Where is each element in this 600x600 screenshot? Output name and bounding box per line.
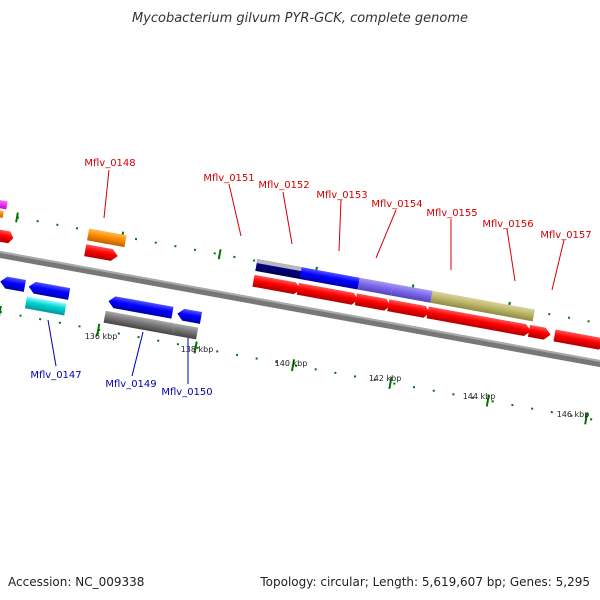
leader-0147 — [47, 319, 57, 367]
reverse-strand-features — [24, 296, 199, 340]
feature-0150-grey[interactable] — [172, 323, 199, 340]
tick-label-136: 136 kbp — [85, 332, 118, 341]
accession-text: Accession: NC_009338 — [8, 575, 144, 589]
feature-0155-khaki[interactable] — [430, 290, 535, 322]
gene-label-mflv-0153[interactable]: Mflv_0153 — [316, 190, 367, 201]
genome-backbone-highlight — [0, 247, 600, 372]
feature-orange-left[interactable] — [0, 208, 4, 218]
feature-0154-purple[interactable] — [391, 283, 433, 303]
forward-strand-cds — [0, 226, 600, 351]
tick-label-138: 138 kbp — [181, 345, 214, 354]
feature-0152-blue[interactable] — [299, 267, 360, 290]
leader-0151 — [228, 183, 242, 237]
cds-0147-fwd[interactable] — [0, 226, 14, 244]
leader-0149 — [131, 331, 144, 377]
cds-0154[interactable] — [387, 299, 430, 318]
cds-0147-rev-b[interactable] — [28, 281, 71, 300]
map-title: Mycobacterium gilvum PYR-GCK, complete g… — [132, 11, 468, 26]
tick-label-142: 142 kbp — [369, 374, 402, 383]
gene-label-mflv-0157[interactable]: Mflv_0157 — [540, 230, 591, 241]
cds-0147-rev-a[interactable] — [0, 276, 26, 292]
feature-0149-grey[interactable] — [103, 310, 175, 336]
gene-label-mflv-0150[interactable]: Mflv_0150 — [161, 387, 212, 398]
feature-0147-cyan[interactable] — [24, 296, 67, 316]
cds-0156[interactable] — [527, 324, 552, 341]
leader-0148 — [103, 169, 110, 219]
gene-label-mflv-0151[interactable]: Mflv_0151 — [203, 173, 254, 184]
leader-0154 — [375, 209, 397, 259]
tick-label-140: 140 kbp — [275, 359, 308, 368]
reverse-strand-cds — [0, 276, 203, 324]
leader-0157 — [551, 239, 565, 291]
leader-0152 — [282, 191, 293, 245]
cds-0157[interactable] — [553, 329, 600, 351]
inner-tick-ring — [0, 307, 600, 426]
leader-0153 — [338, 199, 342, 252]
genome-summary-text: Topology: circular; Length: 5,619,607 bp… — [259, 575, 590, 589]
cds-0155[interactable] — [426, 306, 532, 337]
reverse-gene-labels: Mflv_0147 Mflv_0149 Mflv_0150 — [30, 319, 213, 398]
tick-labels: 136 kbp 138 kbp 140 kbp 142 kbp 144 kbp … — [85, 332, 590, 419]
feature-0148-orange[interactable] — [87, 228, 127, 248]
forward-gene-labels: Mflv_0148 Mflv_0151 Mflv_0152 Mflv_0153 … — [84, 158, 592, 291]
feature-0153-purple[interactable] — [357, 277, 394, 296]
feature-magenta[interactable] — [0, 198, 8, 210]
cds-0150[interactable] — [176, 308, 203, 324]
gene-label-mflv-0156[interactable]: Mflv_0156 — [482, 219, 533, 230]
genome-track — [0, 198, 600, 426]
tick-label-146: 146 kbp — [557, 410, 590, 419]
gene-label-mflv-0148[interactable]: Mflv_0148 — [84, 158, 135, 169]
cds-0153[interactable] — [354, 293, 392, 311]
tick-label-144: 144 kbp — [463, 392, 496, 401]
gene-label-mflv-0155[interactable]: Mflv_0155 — [426, 208, 477, 219]
forward-strand-features — [0, 198, 535, 322]
leader-0156 — [506, 228, 516, 282]
cds-0151[interactable] — [252, 274, 301, 295]
gene-label-mflv-0147[interactable]: Mflv_0147 — [30, 370, 81, 381]
gene-label-mflv-0149[interactable]: Mflv_0149 — [105, 379, 156, 390]
cds-0148[interactable] — [84, 244, 119, 262]
feature-0151-grey-band[interactable] — [256, 259, 303, 272]
cds-0149[interactable] — [107, 295, 174, 319]
cds-0152[interactable] — [296, 282, 359, 306]
inner-major-ticks — [0, 305, 589, 425]
gene-label-mflv-0152[interactable]: Mflv_0152 — [258, 180, 309, 191]
gene-label-mflv-0154[interactable]: Mflv_0154 — [371, 199, 422, 210]
